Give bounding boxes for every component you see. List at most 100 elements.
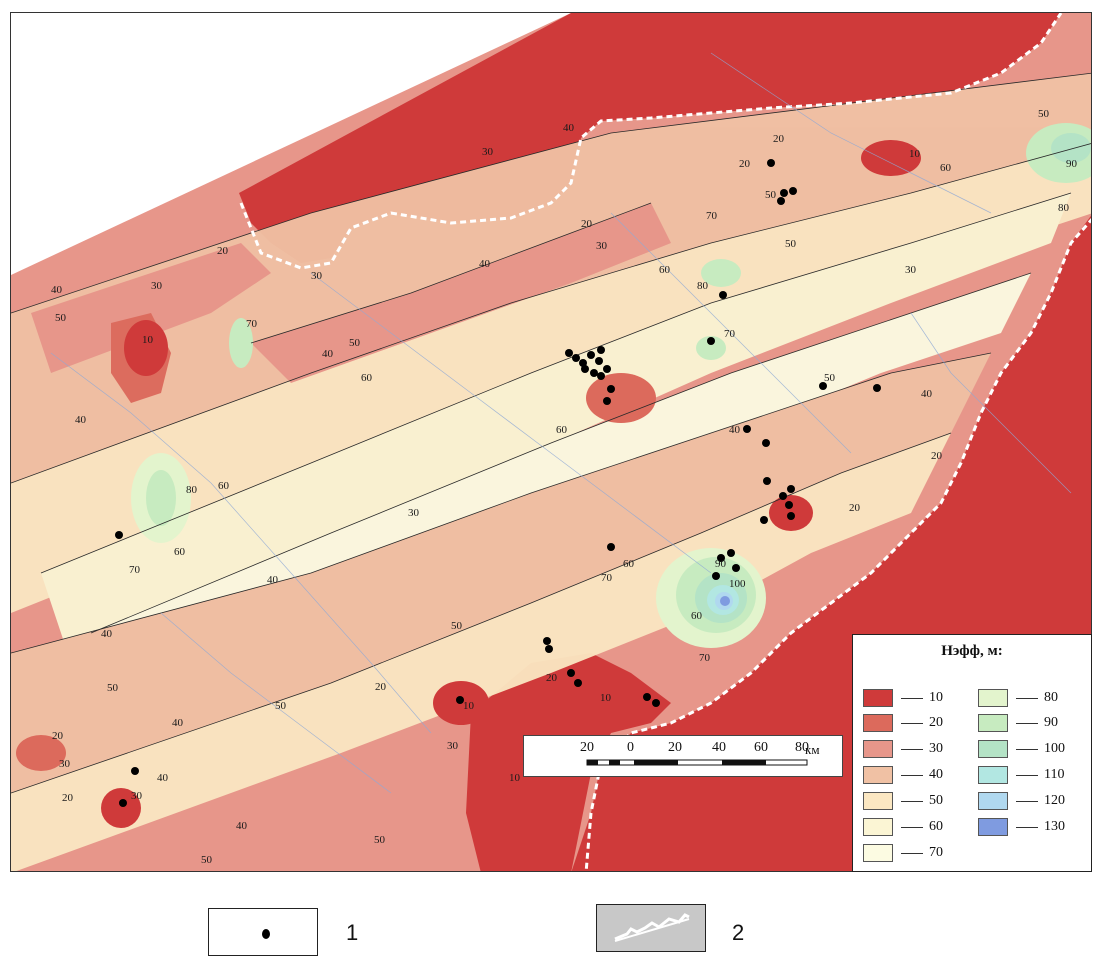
legend-value: 70 bbox=[929, 845, 943, 860]
hydro-network bbox=[50, 52, 1072, 794]
contour-bands bbox=[11, 73, 1091, 871]
contour-label: 30 bbox=[482, 146, 493, 158]
contour-label: 60 bbox=[218, 480, 229, 492]
contour-label: 20 bbox=[773, 133, 784, 145]
high-zones bbox=[131, 123, 1091, 648]
contour-label: 60 bbox=[361, 372, 372, 384]
legend-value: 60 bbox=[929, 819, 943, 834]
legend-value: 40 bbox=[929, 767, 943, 782]
contour-label: 40 bbox=[563, 122, 574, 134]
contour-label: 50 bbox=[451, 620, 462, 632]
contour-label: 90 bbox=[1066, 158, 1077, 170]
contour-label: 20 bbox=[52, 730, 63, 742]
legend-swatch bbox=[863, 740, 893, 758]
legend-value: 90 bbox=[1044, 715, 1058, 730]
legend-swatch bbox=[863, 714, 893, 732]
contour-label: 60 bbox=[174, 546, 185, 558]
contour-label: 20 bbox=[739, 158, 750, 170]
legend-swatch bbox=[863, 792, 893, 810]
legend-swatch bbox=[863, 766, 893, 784]
scale-tick-label: 40 bbox=[712, 740, 726, 755]
contour-label: 50 bbox=[275, 700, 286, 712]
scale-bar-graphic bbox=[586, 759, 808, 766]
contour-label: 70 bbox=[129, 564, 140, 576]
contour-label: 60 bbox=[623, 558, 634, 570]
contour-label: 40 bbox=[322, 348, 333, 360]
contour-label: 40 bbox=[236, 820, 247, 832]
legend-value: 130 bbox=[1044, 819, 1065, 834]
contour-label: 40 bbox=[157, 772, 168, 784]
scale-tick-label: 80 bbox=[795, 740, 809, 755]
contour-label: 70 bbox=[246, 318, 257, 330]
contour-label: 30 bbox=[596, 240, 607, 252]
well-dot-icon bbox=[262, 929, 270, 939]
contour-label: 50 bbox=[55, 312, 66, 324]
contour-label: 30 bbox=[408, 507, 419, 519]
contour-label: 80 bbox=[1058, 202, 1069, 214]
legend-swatch bbox=[978, 689, 1008, 707]
legend-value: 110 bbox=[1044, 767, 1065, 782]
contour-label: 10 bbox=[142, 334, 153, 346]
key-label-1: 1 bbox=[346, 920, 359, 945]
scale-tick-label: 0 bbox=[627, 740, 634, 755]
contour-label: 60 bbox=[659, 264, 670, 276]
key-label-2: 2 bbox=[732, 920, 745, 945]
contour-label: 60 bbox=[940, 162, 951, 174]
legend-swatch bbox=[978, 740, 1008, 758]
map-legend: Нэфф, м: 10 20 30 40 50 60 70 80 90 100 bbox=[852, 634, 1092, 872]
contour-label: 20 bbox=[375, 681, 386, 693]
contour-label: 30 bbox=[59, 758, 70, 770]
contour-label: 50 bbox=[765, 189, 776, 201]
contour-label: 50 bbox=[1038, 108, 1049, 120]
contour-label: 50 bbox=[374, 834, 385, 846]
contour-label: 50 bbox=[107, 682, 118, 694]
legend-value: 80 bbox=[1044, 690, 1058, 705]
contour-label: 40 bbox=[101, 628, 112, 640]
contour-label: 50 bbox=[785, 238, 796, 250]
legend-value: 20 bbox=[929, 715, 943, 730]
contour-lines bbox=[11, 72, 1091, 794]
contour-label: 10 bbox=[463, 700, 474, 712]
contour-label: 70 bbox=[724, 328, 735, 340]
legend-value: 120 bbox=[1044, 793, 1065, 808]
legend-value: 50 bbox=[929, 793, 943, 808]
key-well-symbol-box bbox=[208, 908, 318, 956]
contour-label: 40 bbox=[172, 717, 183, 729]
legend-swatch bbox=[978, 766, 1008, 784]
contour-label: 60 bbox=[556, 424, 567, 436]
contour-label: 10 bbox=[909, 148, 920, 160]
boundary-line bbox=[239, 13, 1091, 871]
legend-value: 10 bbox=[929, 690, 943, 705]
legend-swatch bbox=[863, 689, 893, 707]
contour-label: 100 bbox=[729, 578, 746, 590]
contour-label: 70 bbox=[601, 572, 612, 584]
contour-map bbox=[11, 13, 1091, 871]
contour-label: 80 bbox=[186, 484, 197, 496]
contour-label: 20 bbox=[931, 450, 942, 462]
contour-label: 40 bbox=[75, 414, 86, 426]
contour-label: 70 bbox=[699, 652, 710, 664]
legend-swatch bbox=[863, 844, 893, 862]
contour-label: 10 bbox=[509, 772, 520, 784]
contour-label: 20 bbox=[546, 672, 557, 684]
contour-label: 90 bbox=[715, 558, 726, 570]
well-points bbox=[115, 159, 881, 807]
scale-tick-label: 20 bbox=[580, 740, 594, 755]
scale-unit: км bbox=[805, 742, 820, 757]
scale-bar: 20 0 20 40 60 80 км bbox=[523, 735, 843, 777]
contour-label: 20 bbox=[849, 502, 860, 514]
contour-label: 20 bbox=[62, 792, 73, 804]
legend-title: Нэфф, м: bbox=[941, 643, 1003, 659]
contour-label: 50 bbox=[824, 372, 835, 384]
boundary-sawtooth-icon bbox=[614, 913, 690, 942]
contour-label: 20 bbox=[581, 218, 592, 230]
contour-label: 40 bbox=[267, 574, 278, 586]
legend-swatch bbox=[978, 714, 1008, 732]
contour-label: 40 bbox=[479, 258, 490, 270]
contour-label: 40 bbox=[729, 424, 740, 436]
contour-label: 30 bbox=[311, 270, 322, 282]
contour-label: 10 bbox=[600, 692, 611, 704]
contour-label: 60 bbox=[691, 610, 702, 622]
legend-value: 30 bbox=[929, 741, 943, 756]
contour-label: 30 bbox=[131, 790, 142, 802]
